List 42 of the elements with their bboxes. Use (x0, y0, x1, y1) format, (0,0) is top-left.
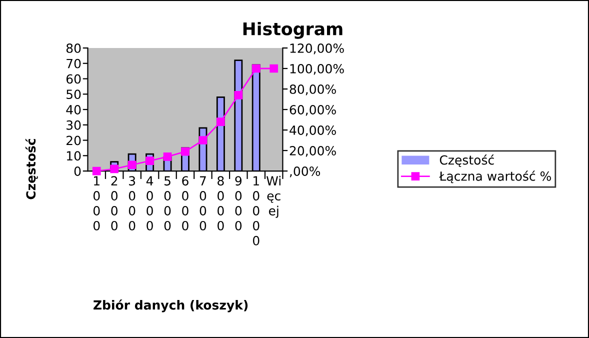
y-tick-label: 60 (66, 74, 81, 84)
y2-tick-label: 20,00% (290, 146, 336, 157)
y-tick-label: 80 (66, 43, 81, 53)
point (92, 166, 101, 176)
x-tick-label: 2000 (111, 176, 118, 230)
x-axis-title: Zbiór danych (koszyk) (94, 300, 248, 312)
x-tick-label: 8000 (218, 176, 224, 230)
y-tick-label: 70 (66, 58, 81, 68)
x-tick-label: 5000 (164, 176, 171, 230)
x-tick-label: 7000 (200, 176, 206, 230)
y-tick-label: 20 (66, 136, 81, 146)
legend-label: Częstość (440, 154, 494, 167)
point (216, 118, 225, 126)
x-tick-label: 9000 (235, 176, 242, 230)
legend-label: Łączna wartość % (439, 170, 551, 184)
y2-tick-label: 80,00% (290, 84, 336, 96)
x-tick-label: 6000 (182, 176, 188, 230)
y2-tick-label: 120,00% (290, 43, 344, 54)
x-tick-label: 1000 (93, 176, 100, 230)
point (234, 90, 243, 100)
y2-tick-label: 40,00% (290, 125, 336, 136)
y-tick-label: 40 (66, 104, 81, 114)
chart-title: Histogram (243, 22, 342, 39)
y-axis-title: Częstość (25, 138, 38, 200)
x-tick-label: 3000 (128, 176, 136, 230)
point (128, 160, 136, 170)
x-tick-label: Więcej (266, 176, 280, 218)
y-tick-label: 50 (66, 90, 81, 100)
y2-tick-label: 100,00% (290, 64, 344, 75)
point (110, 164, 119, 174)
point (181, 147, 190, 156)
point (163, 152, 172, 161)
y2-tick-label: ,00% (290, 166, 320, 178)
x-tick-label: 10000 (252, 176, 260, 246)
y-tick-label: 10 (66, 151, 81, 161)
y2-tick-label: 60,00% (290, 104, 336, 116)
y-tick-label: 0 (74, 166, 81, 176)
y-tick-label: 30 (66, 120, 81, 130)
point (198, 136, 208, 144)
x-tick-label: 4000 (146, 176, 154, 230)
point (252, 64, 260, 73)
point (270, 64, 278, 73)
